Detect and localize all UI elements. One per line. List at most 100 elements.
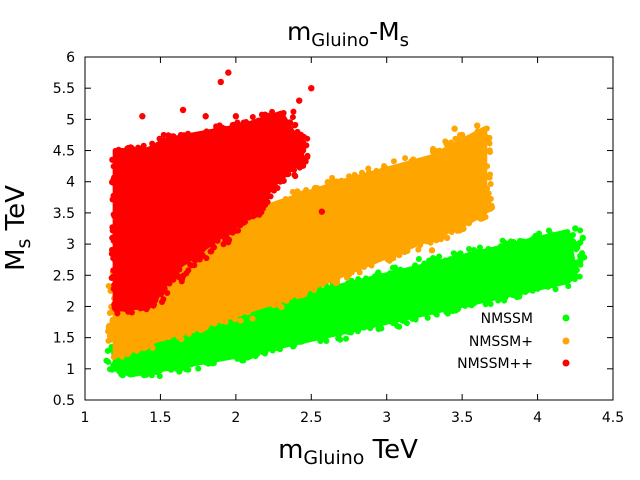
data-point — [165, 334, 172, 341]
data-point — [213, 123, 220, 130]
data-point — [198, 326, 205, 333]
data-point — [229, 121, 236, 128]
data-point — [176, 368, 183, 375]
data-point — [127, 370, 134, 378]
data-point — [119, 353, 126, 360]
data-point — [452, 135, 459, 142]
data-point — [373, 167, 380, 174]
data-point — [466, 220, 473, 227]
data-point — [135, 144, 142, 151]
data-point — [111, 362, 119, 369]
data-point — [170, 276, 177, 283]
y-tick-label: 1 — [66, 362, 75, 378]
data-point — [443, 234, 451, 242]
data-point — [371, 273, 378, 280]
data-point — [448, 142, 455, 149]
legend-marker — [562, 337, 570, 345]
data-point — [195, 365, 202, 372]
data-point — [202, 113, 209, 120]
x-label-main: m — [278, 435, 303, 465]
data-point — [485, 246, 492, 253]
data-point — [157, 289, 164, 296]
data-point — [110, 163, 117, 170]
data-point — [188, 361, 195, 368]
data-point — [573, 246, 580, 253]
data-point — [258, 111, 265, 118]
data-point — [412, 262, 419, 269]
data-point — [338, 177, 345, 184]
data-point — [577, 227, 584, 234]
data-point — [222, 125, 229, 132]
data-point — [431, 236, 438, 243]
data-point — [176, 266, 183, 273]
data-point — [203, 128, 210, 135]
data-point — [572, 225, 579, 232]
data-point — [283, 297, 290, 304]
data-point — [389, 319, 396, 326]
data-point — [296, 97, 303, 104]
x-tick-label: 1.5 — [149, 410, 171, 426]
data-point — [485, 190, 492, 197]
data-point — [481, 182, 488, 189]
data-point — [457, 250, 464, 257]
data-point — [146, 301, 153, 308]
legend-label: NMSSM+ — [469, 334, 533, 350]
data-point — [254, 350, 261, 357]
data-point — [356, 269, 363, 276]
data-point — [110, 177, 117, 184]
data-point — [334, 279, 341, 286]
data-point — [268, 186, 275, 193]
data-point — [187, 261, 194, 268]
data-point — [109, 273, 116, 280]
data-point — [178, 278, 185, 285]
data-point — [141, 146, 148, 153]
data-point — [243, 352, 250, 359]
data-point — [292, 160, 299, 167]
data-point — [483, 125, 490, 132]
data-point — [486, 148, 493, 155]
data-point — [507, 238, 514, 245]
data-point — [291, 193, 298, 200]
data-point — [300, 133, 307, 140]
data-point — [280, 109, 287, 116]
data-point — [207, 248, 214, 255]
data-point — [391, 269, 398, 276]
y-tick-label: 5.5 — [53, 81, 75, 97]
title-mid: -M — [369, 17, 400, 46]
data-point — [522, 288, 529, 295]
data-point — [581, 254, 588, 261]
data-point — [110, 353, 117, 360]
data-point — [299, 338, 306, 345]
data-point — [110, 285, 117, 292]
data-point — [344, 280, 351, 287]
y-tick-label: 0.5 — [53, 393, 75, 409]
data-point — [292, 173, 299, 180]
data-point — [114, 310, 121, 317]
data-point — [249, 114, 256, 121]
data-point — [433, 311, 440, 318]
data-point — [156, 373, 163, 380]
data-point — [502, 240, 509, 247]
data-point — [430, 145, 437, 152]
data-point — [125, 308, 132, 315]
data-point — [232, 353, 239, 360]
data-point — [436, 147, 443, 154]
data-point — [421, 261, 428, 268]
data-point — [501, 297, 508, 304]
data-point — [376, 272, 383, 279]
data-point — [262, 350, 269, 357]
data-point — [160, 335, 167, 342]
data-point — [110, 237, 117, 244]
data-point — [390, 255, 397, 262]
data-point — [361, 264, 368, 271]
data-point — [211, 244, 218, 251]
data-point — [365, 169, 372, 176]
x-axis-label: mGluino TeV — [278, 435, 418, 469]
data-point — [221, 234, 228, 241]
data-point — [240, 215, 247, 222]
data-point — [466, 245, 473, 252]
data-point — [124, 351, 131, 358]
data-point — [202, 323, 209, 330]
data-point — [111, 267, 118, 274]
data-point — [245, 214, 252, 221]
